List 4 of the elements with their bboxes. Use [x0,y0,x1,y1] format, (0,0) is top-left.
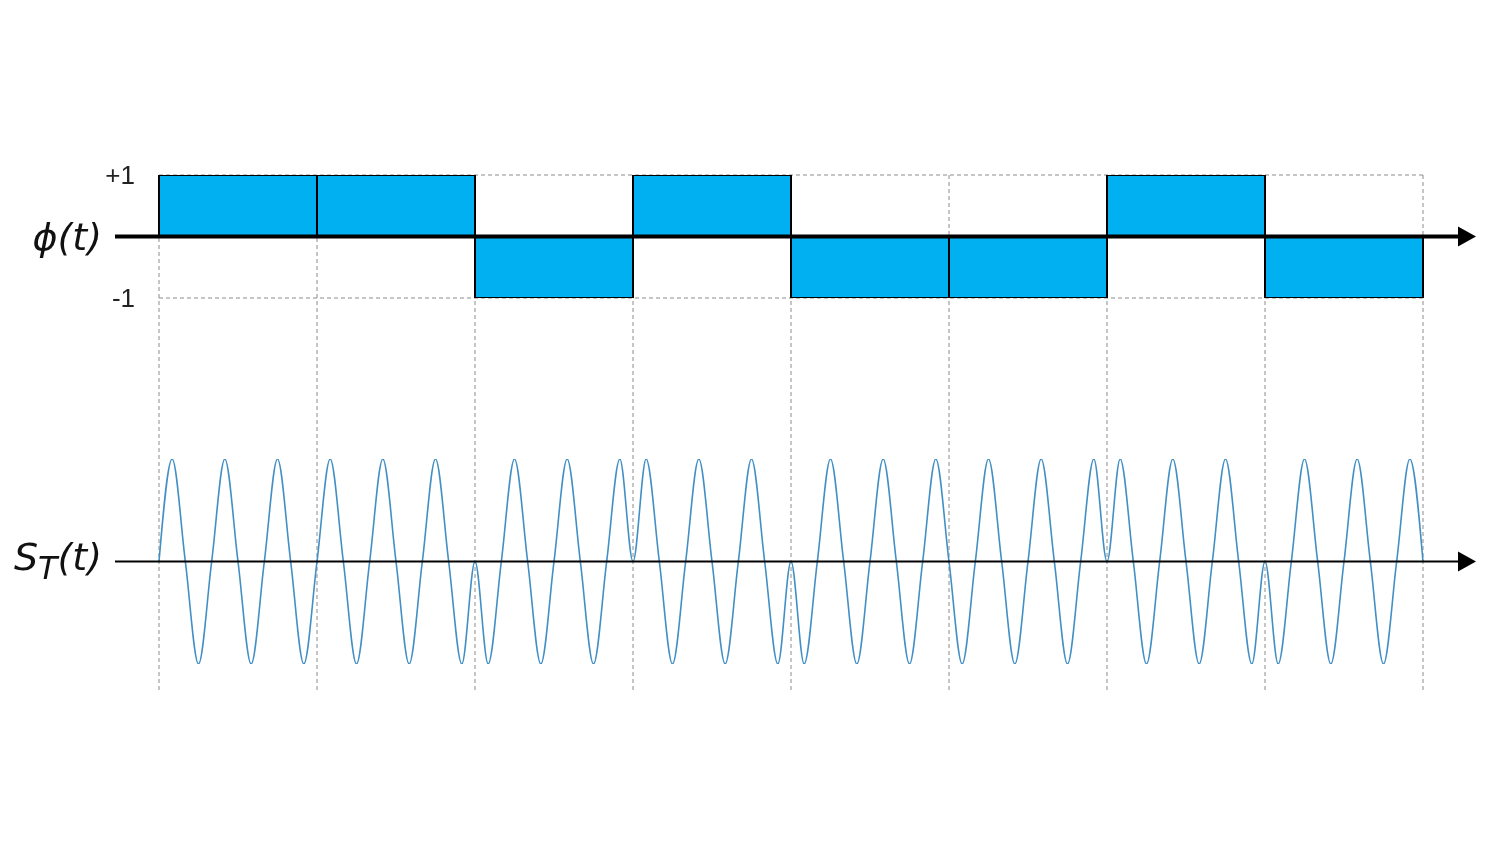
y-axis-title: ϕ(t) [32,214,102,259]
y-axis-title: S$_{T}$(t) [13,535,102,586]
y-tick-label: -1 [111,283,135,314]
y-tick-label: +1 [105,160,135,191]
